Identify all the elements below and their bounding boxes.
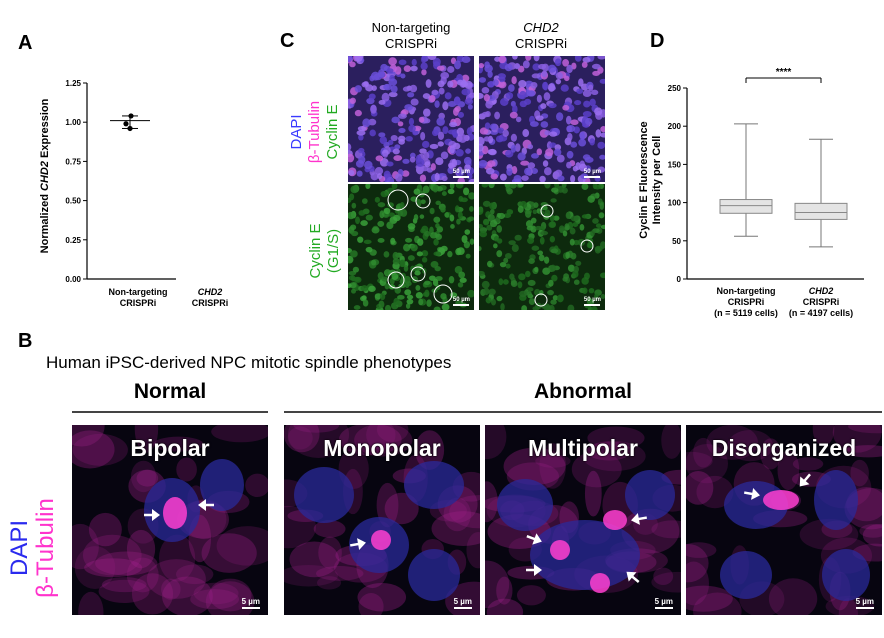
- image-title: Disorganized: [711, 435, 857, 461]
- panel-b-subtitle: Human iPSC-derived NPC mitotic spindle p…: [46, 353, 452, 372]
- nucleus: [822, 549, 870, 601]
- highlight-circle: [540, 204, 554, 218]
- scale-bar: 50 µm: [584, 169, 601, 178]
- panel-d-ylabel: Cyclin E Fluorescence Intensity per Cell: [638, 121, 663, 239]
- arrow-icon: [144, 509, 160, 521]
- spindle: [603, 510, 627, 530]
- data-point: [127, 125, 133, 132]
- spindle: [550, 540, 570, 560]
- arrow-icon: [743, 488, 760, 500]
- image-title: Bipolar: [130, 435, 210, 461]
- micrograph-c-chd2-merge: 50 µm: [479, 56, 605, 182]
- arrow-icon: [631, 513, 648, 525]
- arrow-icon: [526, 533, 542, 545]
- panel-b-letter: B: [18, 330, 33, 352]
- nucleus: [497, 479, 553, 531]
- normal-rule: [72, 411, 268, 413]
- arrow-icon: [198, 499, 214, 511]
- panel-c-letter: C: [280, 30, 295, 52]
- side-label-dapi: DAPI: [6, 520, 33, 577]
- scale-bar: 5 µm: [242, 597, 260, 609]
- highlight-circle: [387, 189, 409, 211]
- nucleus: [814, 470, 858, 530]
- image-title: Monopolar: [323, 435, 441, 461]
- nucleus: [200, 459, 244, 511]
- y-tick-label: 0.00: [65, 275, 81, 284]
- image-title: Multipolar: [528, 435, 638, 461]
- highlight-circle: [534, 293, 548, 307]
- highlight-circle: [415, 193, 431, 209]
- label-tubulin: β-Tubulin: [306, 100, 323, 164]
- panel-d-letter: D: [650, 30, 665, 52]
- abnormal-label: Abnormal: [533, 380, 632, 403]
- scale-bar: 50 µm: [453, 169, 470, 178]
- highlight-circle: [580, 239, 594, 253]
- nucleus: [294, 467, 354, 523]
- panel-a-ylabel: Normalized CHD2 Expression: [39, 98, 51, 254]
- micrograph-multipolar: Multipolar 5 µm: [485, 425, 681, 615]
- scale-bar: 5 µm: [856, 597, 874, 609]
- spindle: [763, 490, 799, 510]
- panel-d-xlabel-group1: Non-targeting CRISPRi (n = 5119 cells): [714, 286, 778, 318]
- y-tick-label: 1.25: [65, 79, 81, 88]
- micrograph-disorganized: Disorganized 5 µm: [686, 425, 882, 615]
- spindle: [371, 530, 391, 550]
- panel-a-chart: 0.00 0.25 0.50 0.75 1.00 1.25: [65, 79, 176, 284]
- nucleus: [625, 470, 675, 520]
- y-tick-label: 250: [668, 84, 682, 93]
- y-tick-label: 50: [672, 237, 681, 246]
- y-tick-label: 0: [677, 275, 682, 284]
- scale-bar: 5 µm: [655, 597, 673, 609]
- spindle: [163, 497, 187, 529]
- data-point: [123, 121, 129, 127]
- panel-c-col-header-1: Non-targeting CRISPRi: [371, 20, 451, 51]
- highlight-circle: [433, 284, 453, 304]
- panel-a-xlabel-group1: Non-targeting CRISPRi: [108, 287, 168, 308]
- box: [719, 199, 773, 214]
- spindle: [590, 573, 610, 593]
- normal-label: Normal: [133, 380, 207, 403]
- panel-b-side-labels: DAPI β-Tubulin: [6, 458, 59, 638]
- panel-d-chart: 0 50 100 150 200 250 ****: [668, 67, 864, 284]
- highlight-circle: [410, 266, 426, 282]
- scale-bar: 5 µm: [454, 597, 472, 609]
- label-cyclin: Cyclin E: [324, 104, 341, 160]
- arrow-icon: [799, 473, 811, 487]
- panel-c-col-header-2: CHD2 CRISPRi: [514, 20, 567, 51]
- y-tick-label: 1.00: [65, 118, 81, 127]
- y-tick-label: 150: [668, 160, 682, 169]
- nucleus: [720, 551, 772, 599]
- nucleus: [408, 549, 460, 601]
- arrow-icon: [349, 538, 366, 550]
- abnormal-rule: [284, 411, 882, 413]
- micrograph-monopolar: Monopolar 5 µm: [284, 425, 480, 615]
- panel-c-row2-labels: Cyclin E (G1/S): [307, 223, 342, 279]
- micrograph-c-chd2-cyclin: 50 µm: [479, 184, 605, 310]
- data-point: [128, 113, 134, 119]
- box: [794, 202, 848, 220]
- nucleus: [530, 520, 640, 590]
- micrograph-c-nontargeting-merge: 50 µm: [348, 56, 474, 182]
- micrograph-c-nontargeting-cyclin: 50 µm: [348, 184, 474, 310]
- y-tick-label: 200: [668, 122, 682, 131]
- panel-d-xlabel-group2: CHD2 CRISPRi (n = 4197 cells): [788, 286, 854, 318]
- significance-stars: ****: [776, 67, 792, 78]
- micrograph-bipolar: Bipolar 5 µm: [72, 425, 268, 615]
- arrow-icon: [626, 571, 640, 583]
- highlight-circle: [387, 271, 405, 289]
- panel-a-xlabel-group2: CHD2 CRISPRi: [191, 287, 229, 308]
- scale-bar: 50 µm: [453, 297, 470, 306]
- y-tick-label: 100: [668, 199, 682, 208]
- panel-a-letter: A: [18, 32, 33, 54]
- scale-bar: 50 µm: [584, 297, 601, 306]
- nucleus: [404, 461, 464, 509]
- side-label-tubulin: β-Tubulin: [32, 498, 59, 598]
- label-dapi: DAPI: [288, 114, 305, 150]
- y-tick-label: 0.25: [65, 236, 81, 245]
- y-tick-label: 0.50: [65, 197, 81, 206]
- arrow-icon: [526, 564, 542, 576]
- y-tick-label: 0.75: [65, 157, 81, 166]
